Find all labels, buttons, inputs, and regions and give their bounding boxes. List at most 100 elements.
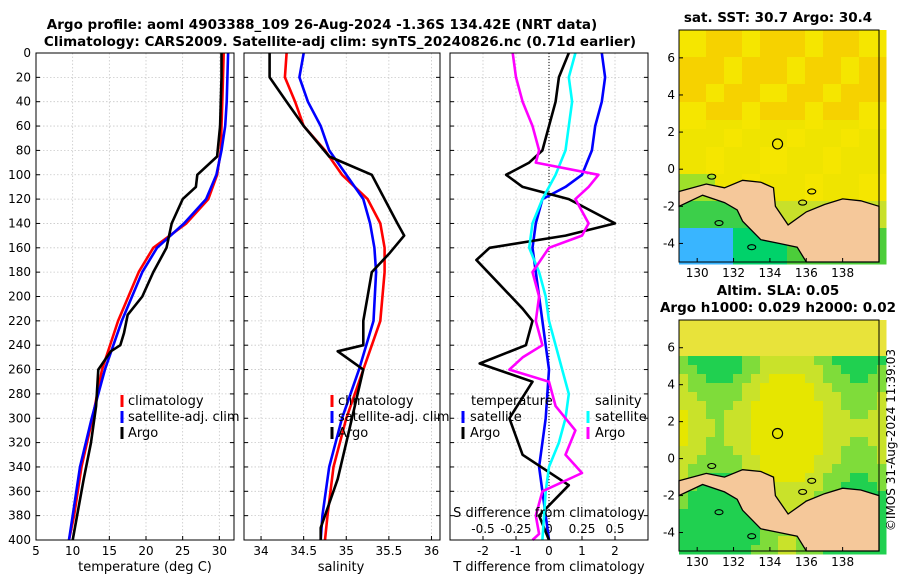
field-cell bbox=[850, 192, 860, 202]
field-cell bbox=[751, 237, 761, 247]
field-cell bbox=[760, 392, 770, 402]
field-cell bbox=[688, 329, 698, 339]
field-cell bbox=[724, 102, 734, 112]
field-cell bbox=[787, 419, 797, 429]
field-cell bbox=[697, 57, 707, 67]
field-cell bbox=[850, 57, 860, 67]
field-cell bbox=[697, 518, 707, 528]
field-cell bbox=[688, 210, 698, 220]
field-cell bbox=[814, 320, 824, 330]
field-cell bbox=[706, 518, 716, 528]
field-cell bbox=[814, 165, 824, 175]
field-cell bbox=[796, 482, 806, 492]
field-cell bbox=[859, 428, 869, 438]
field-cell bbox=[706, 527, 716, 537]
field-cell bbox=[751, 174, 761, 184]
field-cell bbox=[868, 419, 878, 429]
field-cell bbox=[724, 66, 734, 76]
field-cell bbox=[742, 464, 752, 474]
field-cell bbox=[850, 437, 860, 447]
field-cell bbox=[823, 174, 833, 184]
field-cell bbox=[805, 165, 815, 175]
field-cell bbox=[697, 356, 707, 366]
field-cell bbox=[796, 401, 806, 411]
field-cell bbox=[751, 138, 761, 148]
field-cell bbox=[769, 356, 779, 366]
field-cell bbox=[778, 374, 788, 384]
field-cell bbox=[742, 84, 752, 94]
field-cell bbox=[877, 473, 887, 483]
field-cell bbox=[697, 48, 707, 58]
field-cell bbox=[877, 383, 887, 393]
field-cell bbox=[814, 455, 824, 465]
field-cell bbox=[787, 102, 797, 112]
field-cell bbox=[868, 320, 878, 330]
field-cell bbox=[868, 347, 878, 357]
island-outline bbox=[798, 488, 808, 495]
field-cell bbox=[679, 156, 689, 166]
field-cell bbox=[742, 356, 752, 366]
field-cell bbox=[850, 392, 860, 402]
field-cell bbox=[787, 201, 797, 211]
field-cell bbox=[697, 237, 707, 247]
field-cell bbox=[769, 255, 779, 265]
field-cell bbox=[823, 410, 833, 420]
field-cell bbox=[751, 30, 761, 40]
field-cell bbox=[679, 446, 689, 456]
field-cell bbox=[868, 138, 878, 148]
field-cell bbox=[706, 246, 716, 256]
field-cell bbox=[805, 138, 815, 148]
field-cell bbox=[778, 84, 788, 94]
field-cell bbox=[787, 255, 797, 265]
field-cell bbox=[751, 39, 761, 49]
field-cell bbox=[679, 228, 689, 238]
field-cell bbox=[715, 174, 725, 184]
field-cell bbox=[760, 383, 770, 393]
field-cell bbox=[679, 509, 689, 519]
field-cell bbox=[733, 138, 743, 148]
field-cell bbox=[715, 39, 725, 49]
field-cell bbox=[778, 129, 788, 139]
field-cell bbox=[733, 374, 743, 384]
field-cell bbox=[733, 156, 743, 166]
depth-tick-label: 380 bbox=[8, 509, 31, 523]
field-cell bbox=[751, 374, 761, 384]
field-cell bbox=[715, 536, 725, 546]
field-cell bbox=[724, 545, 734, 555]
field-cell bbox=[742, 365, 752, 375]
field-cell bbox=[814, 147, 824, 157]
field-cell bbox=[841, 383, 851, 393]
field-cell bbox=[715, 165, 725, 175]
field-cell bbox=[841, 392, 851, 402]
field-cell bbox=[769, 455, 779, 465]
field-cell bbox=[742, 536, 752, 546]
field-cell bbox=[787, 120, 797, 130]
field-cell bbox=[850, 428, 860, 438]
field-cell bbox=[760, 246, 770, 256]
field-cell bbox=[868, 401, 878, 411]
field-cell bbox=[688, 111, 698, 121]
field-cell bbox=[706, 491, 716, 501]
field-cell bbox=[805, 320, 815, 330]
field-cell bbox=[778, 500, 788, 510]
field-cell bbox=[859, 374, 869, 384]
field-cell bbox=[805, 120, 815, 130]
field-cell bbox=[679, 455, 689, 465]
x-tick-label: 0 bbox=[545, 544, 553, 558]
field-cell bbox=[679, 383, 689, 393]
field-cell bbox=[778, 246, 788, 256]
field-cell bbox=[715, 545, 725, 555]
field-cell bbox=[877, 410, 887, 420]
field-cell bbox=[724, 347, 734, 357]
field-cell bbox=[760, 374, 770, 384]
field-cell bbox=[859, 356, 869, 366]
field-cell bbox=[706, 383, 716, 393]
field-cell bbox=[832, 120, 842, 130]
x-tick-label: 30 bbox=[212, 544, 227, 558]
field-cell bbox=[751, 392, 761, 402]
field-cell bbox=[688, 518, 698, 528]
field-cell bbox=[823, 48, 833, 58]
field-cell bbox=[697, 509, 707, 519]
field-cell bbox=[832, 174, 842, 184]
field-cell bbox=[841, 192, 851, 202]
